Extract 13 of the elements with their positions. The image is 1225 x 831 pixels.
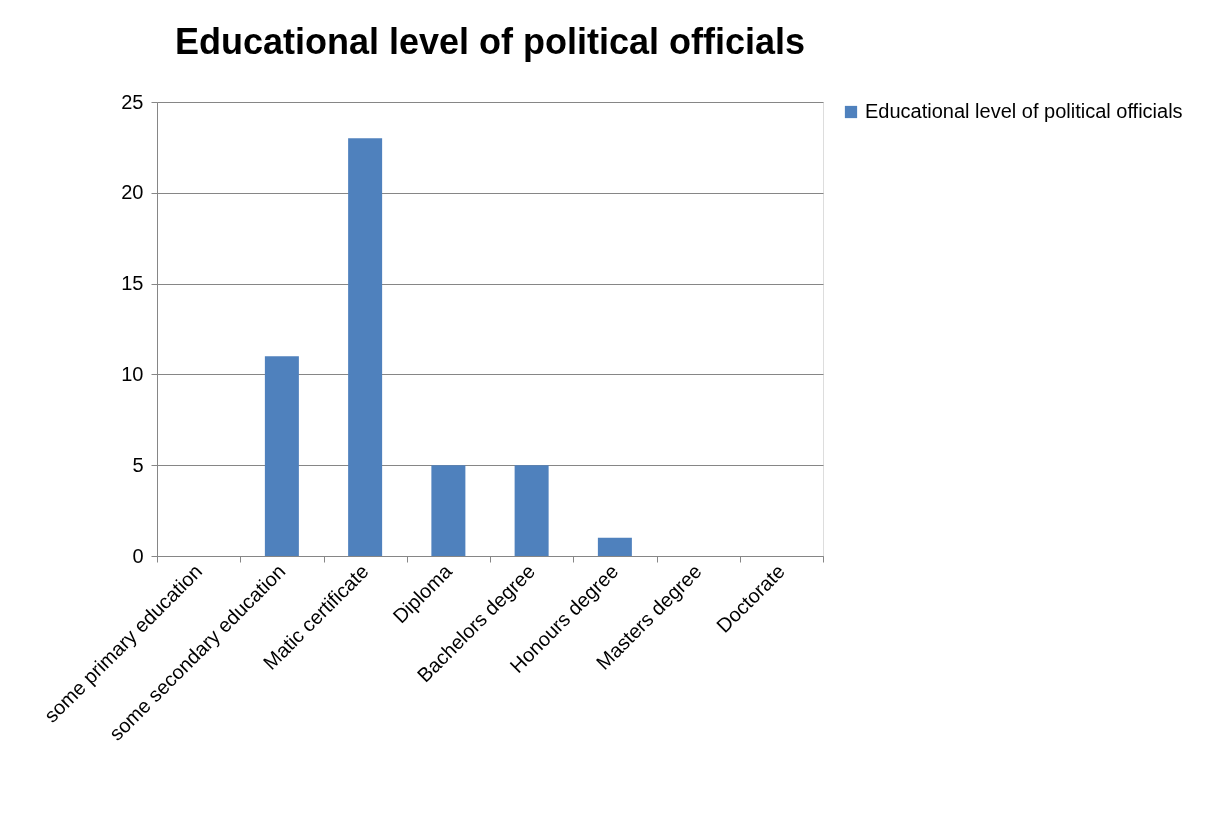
y-tick-label: 15 [121, 272, 144, 295]
y-tick-label: 5 [132, 453, 144, 476]
bar [348, 138, 383, 556]
bar [264, 356, 299, 556]
y-tick-label: 20 [121, 181, 144, 204]
chart-title: Educational level of political officials [174, 21, 806, 62]
y-tick-label: 0 [132, 544, 144, 567]
bar [597, 537, 632, 556]
bar [431, 465, 466, 556]
y-tick-label: 10 [121, 362, 144, 385]
legend-label: Educational level of political officials [865, 100, 1183, 122]
y-tick-label: 25 [121, 90, 144, 113]
bar [514, 465, 549, 556]
